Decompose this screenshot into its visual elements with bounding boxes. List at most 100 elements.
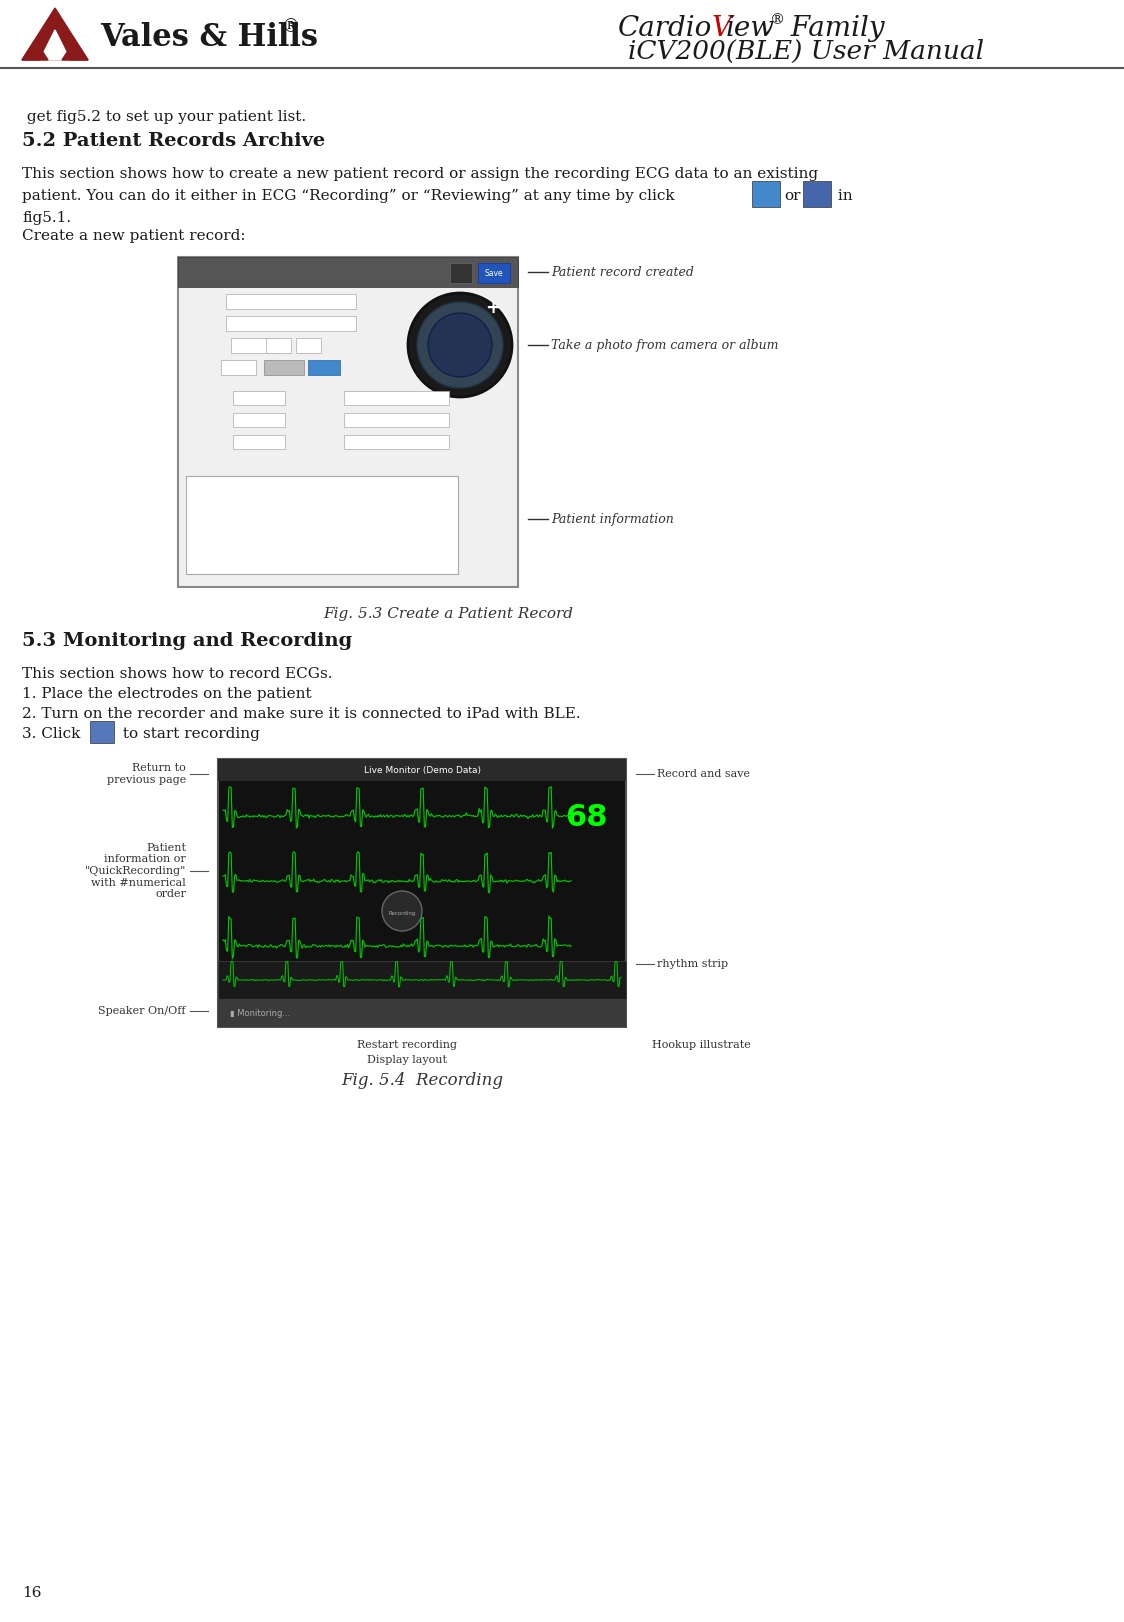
Text: Recording: Recording bbox=[388, 910, 416, 915]
Bar bbox=[450, 263, 472, 282]
Text: Hookup illustrate: Hookup illustrate bbox=[652, 1040, 751, 1049]
Text: This section shows how to record ECGs.: This section shows how to record ECGs. bbox=[22, 667, 333, 681]
Text: Create a new patient record:: Create a new patient record: bbox=[22, 229, 246, 243]
Polygon shape bbox=[22, 8, 88, 60]
Bar bbox=[232, 337, 277, 354]
Text: 1980: 1980 bbox=[243, 341, 263, 349]
Bar bbox=[264, 360, 303, 375]
Text: Name: Name bbox=[229, 297, 254, 305]
Text: Height: Height bbox=[185, 391, 220, 401]
Text: Live Monitor (Demo Data): Live Monitor (Demo Data) bbox=[363, 766, 480, 774]
Text: +: + bbox=[486, 298, 500, 316]
Text: or: or bbox=[785, 190, 800, 203]
Circle shape bbox=[382, 890, 422, 931]
Bar bbox=[178, 256, 518, 287]
Text: Social Security #: Social Security # bbox=[346, 396, 406, 401]
Text: 0: 0 bbox=[235, 415, 239, 425]
Bar bbox=[218, 759, 626, 782]
Bar bbox=[218, 759, 626, 1027]
Polygon shape bbox=[62, 41, 88, 60]
Text: kg: kg bbox=[289, 415, 298, 425]
Text: Save: Save bbox=[484, 269, 504, 277]
Bar bbox=[226, 294, 356, 310]
Text: ID: ID bbox=[229, 318, 238, 328]
Polygon shape bbox=[22, 41, 48, 60]
Circle shape bbox=[428, 313, 492, 376]
Text: 33: 33 bbox=[226, 362, 237, 371]
Bar bbox=[344, 414, 448, 427]
Bar bbox=[233, 414, 285, 427]
Text: Phone: Phone bbox=[185, 435, 217, 444]
Text: Age: Age bbox=[185, 362, 205, 370]
Text: Patient record created: Patient record created bbox=[551, 266, 694, 279]
Text: ▮ Monitoring...: ▮ Monitoring... bbox=[230, 1009, 290, 1017]
Text: 5.3 Monitoring and Recording: 5.3 Monitoring and Recording bbox=[22, 633, 352, 650]
Text: Speaker On/Off: Speaker On/Off bbox=[99, 1006, 185, 1015]
Text: Hosp.#: Hosp.# bbox=[311, 435, 345, 444]
Text: to start recording: to start recording bbox=[118, 727, 260, 741]
Text: Name: Name bbox=[185, 295, 216, 303]
Text: 0: 0 bbox=[235, 394, 239, 402]
Polygon shape bbox=[40, 29, 70, 60]
Text: Take a photo from camera or album: Take a photo from camera or album bbox=[551, 339, 779, 352]
Text: Vales & Hills: Vales & Hills bbox=[100, 23, 318, 54]
Bar bbox=[233, 391, 285, 406]
Text: Weight: Weight bbox=[185, 414, 220, 422]
Bar bbox=[218, 960, 626, 999]
Text: 1: 1 bbox=[306, 341, 310, 349]
Text: Registration #: Registration # bbox=[346, 417, 396, 423]
Bar bbox=[308, 360, 339, 375]
Text: SSN: SSN bbox=[311, 391, 330, 401]
Text: iew: iew bbox=[726, 15, 776, 42]
Bar bbox=[218, 999, 626, 1027]
Text: Display layout: Display layout bbox=[368, 1054, 447, 1066]
Text: 3. Click: 3. Click bbox=[22, 727, 81, 741]
Text: Profile Information: Profile Information bbox=[185, 462, 274, 470]
Text: in: in bbox=[833, 190, 853, 203]
Text: rhythm strip: rhythm strip bbox=[658, 959, 728, 968]
Text: V: V bbox=[711, 15, 732, 42]
Text: Patient information: Patient information bbox=[551, 513, 673, 526]
Text: Record and save: Record and save bbox=[658, 769, 750, 779]
Text: Return to
previous page: Return to previous page bbox=[107, 764, 185, 785]
Text: Phone #: Phone # bbox=[235, 438, 268, 446]
Text: Fig. 5.4  Recording: Fig. 5.4 Recording bbox=[341, 1072, 504, 1088]
Bar bbox=[296, 337, 321, 354]
Text: get fig5.2 to set up your patient list.: get fig5.2 to set up your patient list. bbox=[22, 110, 306, 123]
Text: Family: Family bbox=[782, 15, 885, 42]
Circle shape bbox=[408, 294, 513, 397]
Text: iCV200(BLE) User Manual: iCV200(BLE) User Manual bbox=[628, 39, 984, 63]
Text: Female: Female bbox=[271, 363, 297, 370]
Text: 2. Turn on the recorder and make sure it is connected to iPad with BLE.: 2. Turn on the recorder and make sure it… bbox=[22, 707, 581, 722]
Bar bbox=[178, 256, 518, 587]
Text: Restart recording: Restart recording bbox=[357, 1040, 457, 1049]
Text: 5.2 Patient Records Archive: 5.2 Patient Records Archive bbox=[22, 131, 325, 149]
Text: Cardio: Cardio bbox=[618, 15, 713, 42]
Bar bbox=[226, 316, 356, 331]
Bar bbox=[266, 337, 291, 354]
Bar bbox=[803, 182, 831, 208]
Text: D.O.B: D.O.B bbox=[185, 339, 215, 349]
Text: Hospitalization #: Hospitalization # bbox=[346, 440, 406, 444]
Bar bbox=[752, 182, 780, 208]
Bar bbox=[233, 435, 285, 449]
Text: 1. Place the electrodes on the patient: 1. Place the electrodes on the patient bbox=[22, 688, 311, 701]
Bar bbox=[221, 360, 256, 375]
Text: 68: 68 bbox=[564, 803, 607, 832]
Bar bbox=[185, 475, 457, 574]
Bar bbox=[344, 391, 448, 406]
Bar bbox=[90, 722, 114, 743]
Text: patient. You can do it either in ECG “Recording” or “Reviewing” at any time by c: patient. You can do it either in ECG “Re… bbox=[22, 190, 674, 203]
Text: ®: ® bbox=[282, 18, 300, 36]
Text: ID: ID bbox=[185, 316, 198, 326]
Text: Fig. 5.3 Create a Patient Record: Fig. 5.3 Create a Patient Record bbox=[323, 607, 573, 621]
Circle shape bbox=[417, 302, 504, 388]
Text: Patient
information or
"QuickRecording"
with #numerical
order: Patient information or "QuickRecording" … bbox=[84, 843, 185, 899]
Text: Reg#: Reg# bbox=[311, 414, 336, 422]
Text: Male: Male bbox=[316, 363, 333, 370]
Bar bbox=[478, 263, 510, 282]
Text: This section shows how to create a new patient record or assign the recording EC: This section shows how to create a new p… bbox=[22, 167, 818, 182]
Text: fig5.1.: fig5.1. bbox=[22, 211, 71, 225]
Text: ®: ® bbox=[770, 13, 786, 28]
Bar bbox=[344, 435, 448, 449]
